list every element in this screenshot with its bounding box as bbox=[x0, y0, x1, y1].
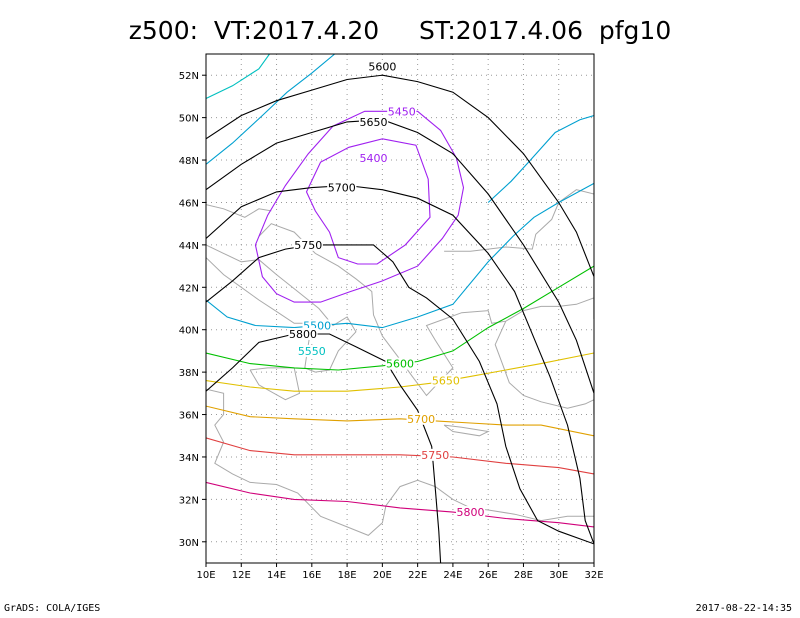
contour-labels: 5400545055005550560056505700575058005600… bbox=[288, 60, 486, 519]
contour-label-bg bbox=[358, 151, 389, 164]
coastline bbox=[494, 320, 594, 409]
x-tick-label: 22E bbox=[408, 570, 427, 581]
y-tick-label: 32N bbox=[179, 495, 199, 506]
y-tick-label: 42N bbox=[179, 283, 199, 294]
contour-label: 5600 bbox=[386, 358, 414, 371]
contour-label-bg bbox=[367, 60, 397, 73]
contour-line bbox=[206, 54, 336, 165]
contour-line bbox=[206, 54, 270, 99]
contour-label-bg bbox=[297, 344, 327, 357]
contour-line bbox=[206, 119, 594, 415]
contour-label: 5450 bbox=[388, 105, 416, 118]
x-tick-label: 28E bbox=[514, 570, 533, 581]
y-tick-label: 34N bbox=[179, 453, 199, 464]
contour-label-bg bbox=[327, 181, 357, 194]
contour-label: 5700 bbox=[328, 182, 356, 195]
y-tick-label: 40N bbox=[179, 326, 199, 337]
contour-line bbox=[254, 110, 465, 303]
contour-label: 5750 bbox=[294, 239, 322, 252]
contour-label: 5600 bbox=[368, 61, 396, 74]
y-tick-label: 46N bbox=[179, 198, 199, 209]
contour-line bbox=[206, 184, 594, 545]
x-tick-label: 14E bbox=[267, 570, 286, 581]
y-axis-ticks: 30N 32N 34N 36N 38N 40N 42N 44N 46N 48N 50N 52N bbox=[179, 71, 206, 549]
y-tick-label: 38N bbox=[179, 368, 199, 379]
x-tick-label: 18E bbox=[338, 570, 357, 581]
contour-line bbox=[206, 437, 594, 475]
coastline bbox=[443, 424, 490, 437]
contour-label: 5650 bbox=[432, 375, 460, 388]
contour-line bbox=[305, 138, 431, 265]
y-tick-label: 36N bbox=[179, 411, 199, 422]
x-axis-ticks: 10E 12E 14E 16E 18E 20E 22E 24E 26E 28E 30E 32E bbox=[196, 563, 604, 581]
contour-label: 5700 bbox=[407, 413, 435, 426]
coastline bbox=[258, 223, 594, 397]
contour-label: 5400 bbox=[360, 152, 388, 165]
contour-label-bg bbox=[288, 327, 318, 340]
contour-label-bg bbox=[385, 357, 415, 370]
contour-line bbox=[206, 405, 594, 437]
coastline bbox=[206, 307, 207, 309]
y-tick-label: 48N bbox=[179, 156, 199, 167]
contour-label-bg bbox=[387, 105, 417, 118]
chart-title: z500: VT:2017.4.20 ST:2017.4.06 pfg10 bbox=[128, 16, 672, 45]
contour-label-bg bbox=[455, 506, 486, 519]
y-tick-label: 52N bbox=[179, 71, 199, 82]
contour-line bbox=[206, 244, 594, 545]
x-tick-label: 24E bbox=[443, 570, 462, 581]
footer-credit: GrADS: COLA/IGES bbox=[4, 603, 101, 614]
coastlines bbox=[206, 189, 594, 536]
coastline bbox=[444, 189, 594, 252]
x-tick-label: 10E bbox=[196, 570, 215, 581]
contour-label: 5800 bbox=[289, 328, 317, 341]
contour-line bbox=[206, 182, 594, 329]
footer-timestamp: 2017-08-22-14:35 bbox=[695, 603, 792, 614]
x-tick-label: 30E bbox=[549, 570, 568, 581]
y-tick-label: 44N bbox=[179, 241, 199, 252]
coastline bbox=[249, 367, 301, 401]
coastline bbox=[206, 204, 272, 218]
contour-lines bbox=[206, 54, 594, 563]
contour-label: 5750 bbox=[421, 449, 449, 462]
x-tick-label: 12E bbox=[232, 570, 251, 581]
contour-line bbox=[206, 481, 594, 528]
x-tick-label: 16E bbox=[302, 570, 321, 581]
contour-label-bg bbox=[293, 238, 323, 251]
contour-line bbox=[206, 74, 594, 320]
contour-label-bg bbox=[420, 448, 450, 461]
coastline bbox=[206, 388, 594, 536]
x-tick-label: 20E bbox=[373, 570, 392, 581]
contour-label-bg bbox=[431, 374, 461, 387]
contour-line bbox=[206, 265, 594, 371]
contour-label: 5800 bbox=[457, 506, 485, 519]
coastline bbox=[206, 244, 357, 373]
contour-label-bg bbox=[358, 115, 389, 128]
contour-label-bg bbox=[406, 412, 436, 425]
y-tick-label: 30N bbox=[179, 538, 199, 549]
contour-line bbox=[206, 352, 594, 392]
y-tick-label: 50N bbox=[179, 114, 199, 125]
contour-label: 5650 bbox=[360, 116, 388, 129]
contour-label: 5550 bbox=[298, 345, 326, 358]
plot-frame bbox=[205, 53, 595, 564]
x-tick-label: 32E bbox=[584, 570, 603, 581]
contour-line bbox=[487, 114, 594, 203]
x-tick-label: 26E bbox=[479, 570, 498, 581]
